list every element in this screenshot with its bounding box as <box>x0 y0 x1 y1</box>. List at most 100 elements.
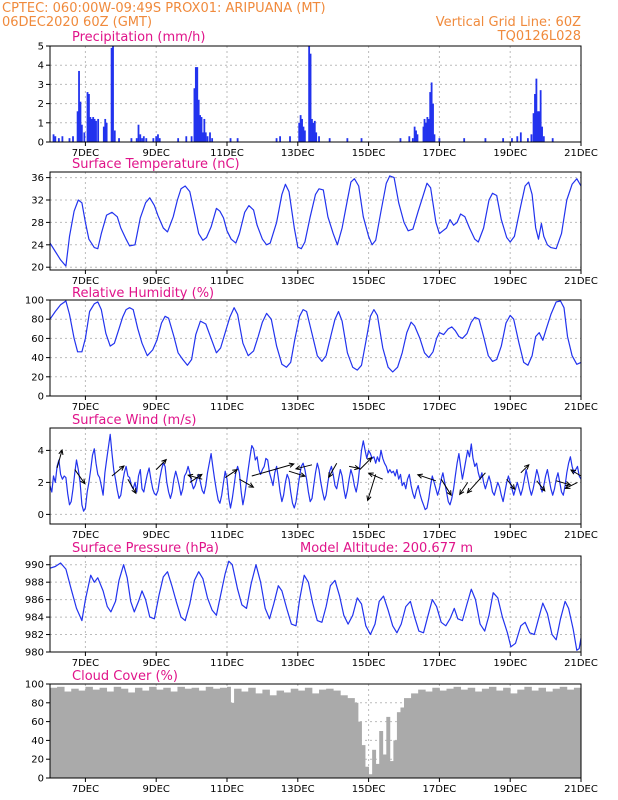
precip-bar <box>408 136 411 142</box>
precip-ytick-label: 3 <box>38 80 44 91</box>
wind-ytick-label: 4 <box>38 446 44 457</box>
precip-bar <box>303 130 306 142</box>
precip-bar <box>463 138 466 142</box>
precip-bar <box>88 94 90 142</box>
precip-bar <box>155 136 158 142</box>
cloud-bar <box>78 690 86 778</box>
wind-arrow <box>349 465 360 469</box>
humidity-xtick-label: 11DEC <box>210 402 244 413</box>
cloud-bar <box>375 763 380 778</box>
wind-arrow <box>359 457 373 470</box>
wind-arrow <box>295 464 313 470</box>
cloud-bar <box>283 692 292 778</box>
humidity-xtick-label: 7DEC <box>72 402 99 413</box>
wind-arrow-head <box>196 473 203 479</box>
precip-bar <box>61 136 64 142</box>
cloud-xtick-label: 19DEC <box>493 784 527 795</box>
cloud-bar <box>481 688 490 778</box>
humidity-ytick-label: 40 <box>31 353 44 364</box>
cloud-bar <box>276 690 285 778</box>
precip-bar <box>158 138 161 142</box>
cloud-bar <box>71 688 79 778</box>
wind-arrow <box>417 474 437 482</box>
cloud-bar <box>219 687 228 778</box>
wind-arrow <box>440 478 452 496</box>
header-line-1: CPTEC: 060:00W-09:49S PROX01: ARIPUANA (… <box>2 1 326 16</box>
cloud-xtick-label: 13DEC <box>281 784 315 795</box>
humidity-ytick-label: 100 <box>25 296 44 307</box>
wind-arrow-head <box>459 489 465 496</box>
precip-bar <box>118 138 120 142</box>
cloud-frame <box>49 683 582 779</box>
cloud-bar <box>400 707 405 778</box>
precip-bar <box>76 111 79 142</box>
cloud-bar <box>368 774 373 778</box>
temperature-ytick-label: 20 <box>31 263 44 274</box>
wind-arrow-head <box>446 490 452 497</box>
cloud-bar <box>85 686 93 778</box>
wind-arrow <box>459 482 469 495</box>
precip-bar <box>203 118 206 142</box>
wind-arrow-head <box>294 465 301 471</box>
cloud-bar <box>290 688 299 778</box>
precip-bar <box>112 46 114 142</box>
temperature-frame <box>49 171 582 271</box>
precip-bar <box>427 118 430 142</box>
precip-xtick-label: 21DEC <box>564 148 598 159</box>
humidity-ytick-label: 80 <box>31 315 44 326</box>
cloud-bar <box>382 754 387 778</box>
wind-arrow <box>127 478 137 494</box>
cloud-bar <box>191 687 200 778</box>
cloud-bar <box>524 686 532 778</box>
humidity-xtick-label: 17DEC <box>423 402 457 413</box>
wind-arrow <box>111 465 125 477</box>
precip-bar <box>541 126 543 142</box>
humidity-ytick-label: 0 <box>38 392 44 403</box>
wind-xtick-label: 17DEC <box>423 530 457 541</box>
pressure-xtick-label: 15DEC <box>352 658 386 669</box>
precip-ytick-label: 1 <box>38 118 44 129</box>
cloud-bar <box>156 689 164 778</box>
wind-arrow-head <box>565 481 572 487</box>
cloud-bar <box>386 716 391 778</box>
temperature-xtick-label: 15DEC <box>352 276 386 287</box>
humidity-xtick-label: 9DEC <box>143 402 170 413</box>
temperature-line <box>49 175 582 267</box>
wind-arrow-head <box>570 469 577 475</box>
pressure-frame <box>49 555 582 653</box>
wind-arrow <box>536 480 546 492</box>
cloud-bar <box>149 686 157 778</box>
precip-bar <box>185 136 188 142</box>
precip-bar <box>142 136 145 142</box>
precip-bar <box>425 122 427 142</box>
temperature-ytick-label: 28 <box>31 218 44 229</box>
wind-arrow <box>74 469 86 484</box>
humidity-title: Relative Humidity (%) <box>72 286 214 301</box>
cloud-bar <box>517 689 525 778</box>
cloud-cover-title: Cloud Cover (%) <box>72 669 178 684</box>
wind-xtick-label: 15DEC <box>352 530 386 541</box>
wind-arrow-head <box>80 478 86 485</box>
humidity-line <box>49 300 582 373</box>
precip-bar <box>416 134 419 142</box>
precip-bar <box>92 117 95 142</box>
precip-bar <box>209 132 211 142</box>
wind-arrow <box>251 463 294 477</box>
precip-bar <box>539 90 542 142</box>
precip-bar <box>97 118 100 142</box>
precip-bar <box>105 122 108 142</box>
wind-arrow-head <box>367 472 374 478</box>
precip-bar <box>502 138 505 142</box>
wind-arrow-head <box>523 463 530 470</box>
temperature-ytick-label: 32 <box>31 196 44 207</box>
cloud-bar <box>411 693 419 778</box>
cloud-bar <box>134 687 143 778</box>
cloud-bar <box>241 691 249 778</box>
precip-ytick-label: 5 <box>38 42 44 53</box>
pressure-ytick-label: 984 <box>25 613 44 624</box>
cloud-ytick-label: 80 <box>31 698 44 709</box>
temperature-xtick-label: 13DEC <box>281 276 315 287</box>
wind-arrow <box>520 464 530 474</box>
precip-bar <box>519 132 522 142</box>
